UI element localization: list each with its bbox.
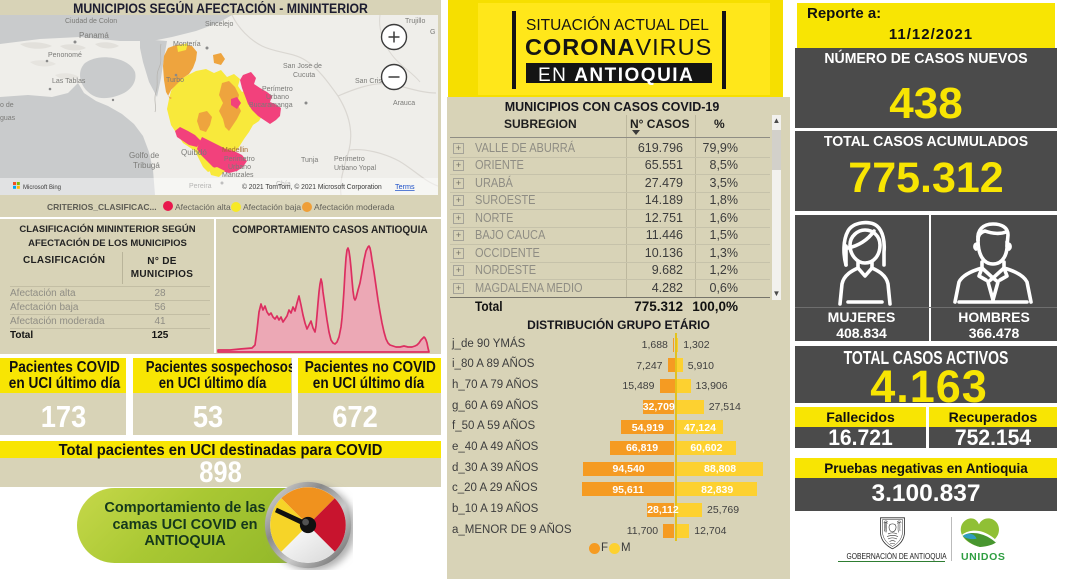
- svg-text:© 2021 TomTom, © 2021 Microsof: © 2021 TomTom, © 2021 Microsoft Corporat…: [242, 183, 382, 191]
- svg-text:Bucaramanga: Bucaramanga: [249, 102, 293, 109]
- svg-text:Golfo de: Golfo de: [129, 151, 160, 160]
- svg-text:Ciudad de Colon: Ciudad de Colon: [65, 18, 117, 25]
- svg-text:San Cristó: San Cristó: [355, 78, 388, 85]
- svg-text:Microsoft Bing: Microsoft Bing: [23, 185, 61, 191]
- svg-text:Turbo: Turbo: [166, 77, 184, 84]
- svg-text:Quibdó: Quibdó: [181, 148, 207, 157]
- svg-text:Terms: Terms: [395, 182, 415, 191]
- svg-text:San Jose de: San Jose de: [283, 63, 322, 70]
- svg-text:guas: guas: [0, 115, 16, 122]
- svg-text:Manizales: Manizales: [222, 172, 254, 179]
- svg-text:Perímetro: Perímetro: [334, 156, 365, 163]
- svg-text:Panamá: Panamá: [79, 31, 109, 40]
- svg-text:Pereira: Pereira: [189, 183, 212, 190]
- svg-text:Perímetro: Perímetro: [262, 86, 293, 93]
- svg-text:G: G: [430, 29, 435, 36]
- svg-text:Cucuta: Cucuta: [293, 72, 315, 79]
- svg-text:Sincelejo: Sincelejo: [205, 21, 234, 28]
- svg-text:Arauca: Arauca: [393, 100, 415, 107]
- svg-text:Urbano Yopal: Urbano Yopal: [334, 165, 376, 172]
- svg-text:Montería: Montería: [173, 41, 201, 48]
- svg-text:Las Tablas: Las Tablas: [52, 78, 86, 85]
- svg-text:Chía: Chía: [276, 181, 291, 188]
- svg-text:Urbano: Urbano: [228, 164, 251, 171]
- svg-text:Trujillo: Trujillo: [405, 18, 425, 25]
- svg-text:Tribugá: Tribugá: [133, 161, 160, 170]
- svg-text:Perímetro: Perímetro: [224, 156, 255, 163]
- svg-text:o de: o de: [0, 102, 14, 109]
- svg-text:Tunja: Tunja: [301, 157, 318, 164]
- svg-text:Urbano: Urbano: [266, 94, 289, 101]
- svg-text:Penonomé: Penonomé: [48, 52, 82, 59]
- svg-text:Medellin: Medellin: [222, 147, 248, 154]
